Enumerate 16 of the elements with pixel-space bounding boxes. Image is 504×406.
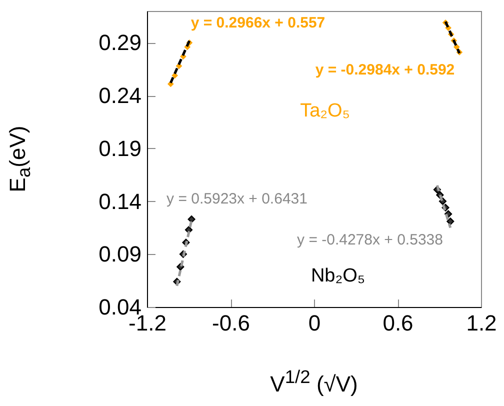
annotation: y = 0.2966x + 0.557 bbox=[190, 14, 326, 32]
annotation: Ta₂O₅ bbox=[300, 100, 350, 122]
x-axis-title: V$^{1/2}$ (√V) bbox=[269, 366, 359, 398]
y-tick-label: 0.09 bbox=[98, 242, 142, 267]
y-tick-label: 0.19 bbox=[98, 136, 142, 161]
y-tick-label: 0.14 bbox=[98, 188, 142, 214]
x-tick-label: 0 bbox=[308, 310, 321, 336]
x-tick-label: 0.6 bbox=[382, 310, 414, 336]
annotation: y = -0.4278x + 0.5338 bbox=[297, 232, 443, 248]
x-tick-label: -0.6 bbox=[212, 310, 250, 336]
annotation: y = 0.5923x + 0.6431 bbox=[166, 190, 308, 208]
y-tick-label: 0.29 bbox=[98, 30, 142, 56]
x-tick-label: 1.2 bbox=[466, 310, 497, 336]
y-tick-label: 0.24 bbox=[98, 83, 142, 108]
annotation: y = -0.2984x + 0.592 bbox=[315, 62, 455, 78]
annotation: Nb₂O₅ bbox=[310, 266, 366, 286]
